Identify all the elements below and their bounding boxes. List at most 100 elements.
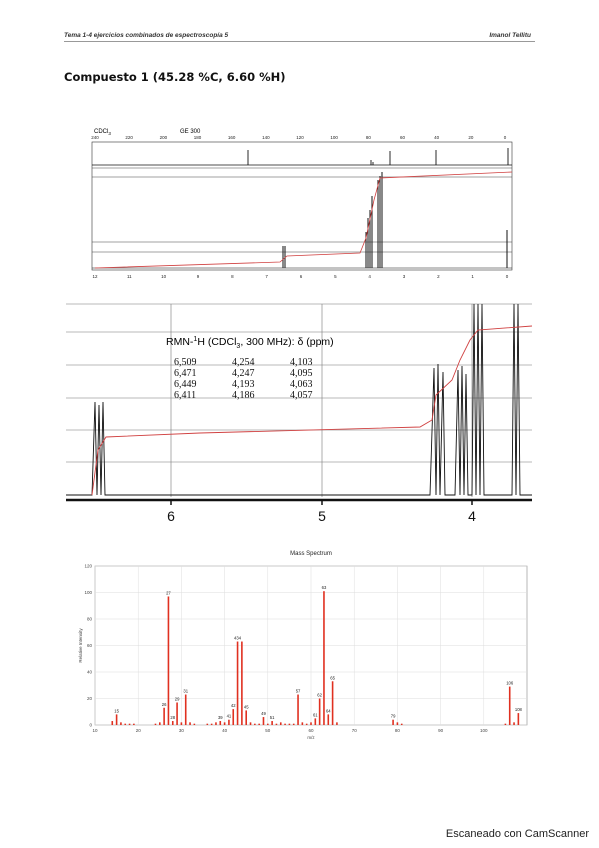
ms-xtick: 70 bbox=[352, 728, 358, 733]
h1-shift-value: 4,095 bbox=[290, 368, 313, 379]
ms-xtick: 10 bbox=[92, 728, 98, 733]
ms-bar-label: 106 bbox=[506, 681, 514, 686]
ms-bar bbox=[163, 707, 165, 725]
ms-bar bbox=[245, 710, 247, 725]
c13-bottom-tick: 9 bbox=[197, 274, 200, 279]
ms-bar-label: 51 bbox=[270, 715, 275, 720]
c13-bottom-tick: 11 bbox=[127, 274, 132, 279]
ms-bar bbox=[292, 723, 295, 725]
c13-top-tick: 200 bbox=[160, 135, 168, 140]
ms-bar bbox=[219, 721, 222, 725]
ms-bar bbox=[288, 723, 291, 725]
ms-bar bbox=[111, 721, 114, 725]
c13-top-tick: 0 bbox=[504, 135, 507, 140]
ms-bar-label: 26 bbox=[162, 702, 167, 707]
ms-xtick: 20 bbox=[136, 728, 142, 733]
ms-bar-label: 63 bbox=[322, 585, 327, 590]
c13-top-tick: 80 bbox=[366, 135, 372, 140]
page-title: Compuesto 1 (45.28 %C, 6.60 %H) bbox=[64, 70, 286, 84]
h1-shift-value: 4,247 bbox=[232, 368, 255, 379]
ms-bar-label: 64 bbox=[326, 708, 331, 713]
ms-bar bbox=[193, 723, 196, 725]
ms-bar bbox=[184, 694, 187, 725]
ms-bar bbox=[392, 719, 394, 725]
ms-bar-label: 42 bbox=[231, 703, 236, 708]
h1-shift-table: 6,509 4,254 4,103 6,471 4,247 4,095 6,449 4,193… bbox=[174, 357, 313, 401]
ms-bar bbox=[331, 681, 334, 725]
ms-bar bbox=[124, 723, 127, 725]
ms-ytick: 120 bbox=[84, 564, 92, 569]
ms-bar bbox=[314, 718, 317, 725]
ms-bar-label: 79 bbox=[391, 714, 396, 719]
ms-bar bbox=[271, 721, 273, 725]
header-left: Tema 1-4 ejercicios combinados de espect… bbox=[64, 32, 229, 39]
ms-bar-label: 434 bbox=[234, 636, 242, 641]
ms-bar bbox=[400, 723, 403, 725]
ms-bar bbox=[249, 722, 252, 725]
ms-bar bbox=[115, 714, 118, 725]
c13-integral bbox=[94, 171, 513, 269]
ms-bar bbox=[167, 596, 170, 725]
c13-solvent: CDCl3 bbox=[94, 129, 111, 136]
ms-bar bbox=[297, 694, 299, 725]
c13-bottom-tick: 3 bbox=[403, 274, 406, 279]
ms-bar bbox=[206, 723, 209, 725]
ms-ylabel: Relative Intensity bbox=[78, 628, 83, 663]
ms-bar-label: 28 bbox=[170, 715, 175, 720]
ms-bar bbox=[513, 722, 515, 725]
ms-xtick: 90 bbox=[438, 728, 444, 733]
ms-ytick: 20 bbox=[87, 696, 93, 701]
ms-ytick: 40 bbox=[87, 670, 93, 675]
c13-instrument: GE 300 bbox=[180, 129, 201, 135]
ms-bar bbox=[210, 723, 213, 725]
c13-bottom-tick: 5 bbox=[334, 274, 337, 279]
c13-top-tick: 140 bbox=[262, 135, 270, 140]
ms-bar-label: 39 bbox=[218, 715, 223, 720]
ms-ytick: 100 bbox=[84, 590, 92, 595]
ms-bar-label: 108 bbox=[515, 707, 523, 712]
c13-top-tick: 20 bbox=[468, 135, 474, 140]
ms-bar bbox=[301, 722, 304, 725]
ms-bar bbox=[279, 722, 282, 725]
ms-bar-label: 31 bbox=[183, 689, 188, 694]
h1-integral bbox=[91, 325, 533, 496]
c13-top-tick: 180 bbox=[194, 135, 202, 140]
ms-bar-label: 15 bbox=[114, 708, 119, 713]
ms-bar-label: 61 bbox=[313, 712, 318, 717]
ms-bar-label: 27 bbox=[166, 590, 171, 595]
ms-bar bbox=[305, 723, 308, 725]
c13-top-tick: 60 bbox=[400, 135, 406, 140]
ms-bar bbox=[284, 723, 286, 725]
c13-frame bbox=[91, 141, 513, 271]
ms-xlabel: m/z bbox=[307, 735, 315, 740]
ms-bar-label: 65 bbox=[330, 675, 335, 680]
ms-bar bbox=[133, 723, 135, 725]
ms-bar bbox=[275, 723, 278, 725]
ms-bar bbox=[128, 723, 131, 725]
ms-bar bbox=[232, 709, 235, 725]
ms-ytick: 0 bbox=[89, 723, 92, 728]
ms-bar bbox=[318, 698, 321, 725]
ms-bar bbox=[171, 721, 174, 725]
c13-bottom-tick: 4 bbox=[368, 274, 371, 279]
h1-caption: RMN-1H (CDCl3, 300 MHz): δ (ppm) bbox=[166, 336, 334, 350]
ms-bar bbox=[323, 591, 325, 725]
h1-shift-value: 4,186 bbox=[232, 390, 255, 401]
ms-bar-label: 57 bbox=[296, 689, 301, 694]
ms-bar bbox=[180, 722, 183, 725]
h1-axis-label: 6 bbox=[167, 508, 175, 524]
ms-xtick: 50 bbox=[265, 728, 271, 733]
ms-bar bbox=[223, 722, 226, 725]
ms-bar-label: 49 bbox=[261, 711, 266, 716]
h1-shift-value: 4,254 bbox=[232, 357, 255, 368]
ms-bar bbox=[176, 702, 178, 725]
ms-xtick: 100 bbox=[480, 728, 488, 733]
ms-ytick: 80 bbox=[87, 617, 93, 622]
c13-top-tick: 40 bbox=[434, 135, 440, 140]
scanner-watermark: Escaneado con CamScanner bbox=[445, 828, 589, 840]
ms-ytick: 60 bbox=[87, 643, 93, 648]
c13-top-tick: 220 bbox=[125, 135, 133, 140]
c13-bottom-tick: 1 bbox=[471, 274, 474, 279]
